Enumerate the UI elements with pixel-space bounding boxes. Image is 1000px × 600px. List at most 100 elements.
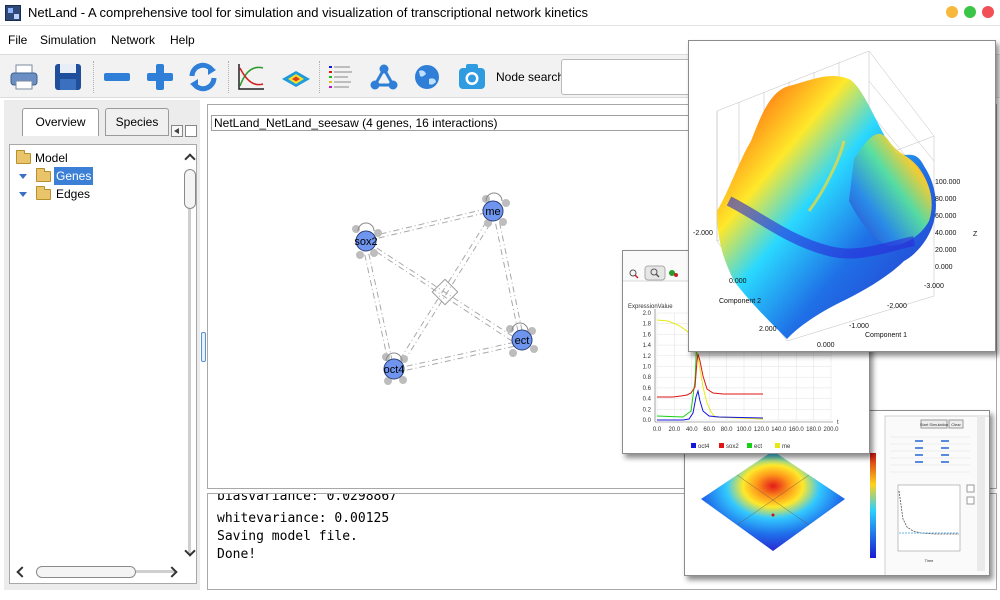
landscape-3d-surface: 100.000 80.000 60.000 40.000 20.000 0.00… [693, 50, 978, 349]
save-button[interactable] [51, 60, 85, 94]
landscape-preview: Start Simulation Clear Time [701, 415, 989, 575]
component1-axis-label: Component 1 [865, 332, 907, 339]
legend-item-sox2: sox2 [719, 443, 739, 450]
z-tick: 40.000 [935, 230, 957, 237]
z-tick: 60.000 [935, 213, 957, 220]
component1-tick: 0.000 [817, 342, 835, 349]
tree-label-edges: Edges [56, 187, 91, 201]
menu-bar: File Simulation Network Help [0, 27, 1000, 51]
camera-icon [459, 64, 485, 89]
menu-file[interactable]: File [8, 33, 28, 47]
series-sox2-line [657, 353, 763, 398]
start-simulation-button: Start Simulation [920, 422, 948, 427]
tab-scroll-left-button[interactable] [171, 125, 183, 137]
legend-button[interactable] [325, 60, 359, 94]
tree-vertical-scrollbar[interactable] [183, 147, 197, 557]
series-oct4-line [657, 389, 764, 421]
tree-horizontal-scrollbar[interactable] [14, 565, 182, 579]
expand-icon[interactable] [19, 192, 27, 197]
chevron-left-icon[interactable] [16, 566, 28, 578]
legend-swatch [691, 443, 696, 448]
tree-item-model[interactable]: Model [14, 149, 174, 167]
network-icon [370, 64, 398, 90]
network-node-ect[interactable]: ect [511, 329, 533, 351]
surface-overlay-screenshot: 100.000 80.000 60.000 40.000 20.000 0.00… [688, 40, 996, 352]
x-tick-label: 0.0 [653, 427, 662, 433]
tab-species[interactable]: Species [105, 108, 169, 136]
plot-button[interactable] [234, 60, 268, 94]
y-tick-label: 1.4 [643, 343, 652, 349]
console-line: biasvariance: 0.0298867 [217, 493, 398, 504]
horizontal-scroll-thumb[interactable] [36, 566, 136, 578]
network-node-sox2[interactable]: sox2 [354, 230, 378, 252]
tab-overview[interactable]: Overview [22, 108, 99, 136]
network-node-oct4[interactable]: oct4 [383, 358, 405, 380]
zoom-reset-icon [629, 269, 639, 279]
network-button[interactable] [367, 60, 401, 94]
node-label-me: me [485, 206, 500, 218]
legend-label: me [782, 444, 791, 450]
legend-icon [329, 66, 352, 88]
add-icon [147, 64, 173, 90]
x-tick-label: 160.0 [789, 427, 805, 433]
landscape-icon [282, 71, 310, 87]
add-button[interactable] [143, 60, 177, 94]
chevron-up-icon[interactable] [184, 153, 196, 165]
line-chart-legend: oct4 sox2 ect me [691, 443, 791, 450]
menu-help[interactable]: Help [170, 33, 195, 47]
minimize-button[interactable] [946, 6, 958, 18]
chevron-down-icon[interactable] [184, 545, 196, 557]
network-node-me[interactable]: me [482, 200, 504, 222]
model-tree: Model Genes Edges [9, 144, 197, 584]
legend-label: sox2 [726, 444, 739, 450]
pan-icon [669, 270, 678, 277]
y-tick-label: 1.8 [643, 322, 652, 328]
tree-label-model: Model [35, 151, 68, 165]
z-axis-label: Z [973, 231, 978, 238]
panel-splitter-handle[interactable] [201, 332, 206, 362]
print-button[interactable] [7, 60, 41, 94]
close-button[interactable] [982, 6, 994, 18]
console-line: Saving model file. [217, 529, 358, 544]
component1-tick: -3.000 [924, 283, 944, 290]
print-icon [10, 64, 38, 90]
tab-list-button[interactable] [185, 125, 197, 137]
menu-network[interactable]: Network [111, 33, 156, 47]
x-axis-end-label: t [837, 420, 839, 426]
y-tick-label: 0.0 [643, 418, 652, 424]
zoom-icon [650, 268, 660, 278]
legend-swatch [775, 443, 780, 448]
vertical-scroll-thumb[interactable] [184, 169, 196, 209]
node-search-input[interactable] [561, 59, 701, 95]
camera-button[interactable] [455, 60, 489, 94]
network-title: NetLand_NetLand_seesaw (4 genes, 16 inte… [211, 115, 731, 131]
y-tick-label: 0.2 [643, 407, 652, 413]
x-tick-label: 200.0 [823, 427, 839, 433]
legend-item-oct4: oct4 [691, 443, 710, 450]
network-graph[interactable]: sox2 me ect oct4 [208, 105, 998, 490]
expand-icon[interactable] [19, 174, 27, 179]
legend-swatch [747, 443, 752, 448]
menu-simulation[interactable]: Simulation [40, 33, 97, 47]
tree-item-edges[interactable]: Edges [14, 185, 174, 203]
clear-button: Clear [951, 422, 961, 427]
window-title: NetLand - A comprehensive tool for simul… [28, 5, 589, 20]
globe-button[interactable] [410, 60, 444, 94]
landscape-button[interactable] [279, 60, 313, 94]
title-bar: NetLand - A comprehensive tool for simul… [0, 0, 1000, 26]
y-tick-label: 0.4 [643, 397, 652, 403]
x-tick-label: 40.0 [686, 427, 698, 433]
maximize-button[interactable] [964, 6, 976, 18]
series-me-line [656, 319, 764, 420]
refresh-button[interactable] [186, 60, 220, 94]
legend-item-ect: ect [747, 443, 762, 450]
y-tick-label: 1.0 [643, 365, 652, 371]
folder-icon [16, 150, 31, 164]
y-tick-label: 2.0 [643, 311, 652, 317]
remove-button[interactable] [100, 60, 134, 94]
chevron-right-icon[interactable] [166, 566, 178, 578]
x-tick-label: 140.0 [771, 427, 787, 433]
tree-item-genes[interactable]: Genes [14, 167, 174, 185]
component2-axis-label: Component 2 [719, 298, 761, 305]
refresh-icon [189, 62, 217, 92]
